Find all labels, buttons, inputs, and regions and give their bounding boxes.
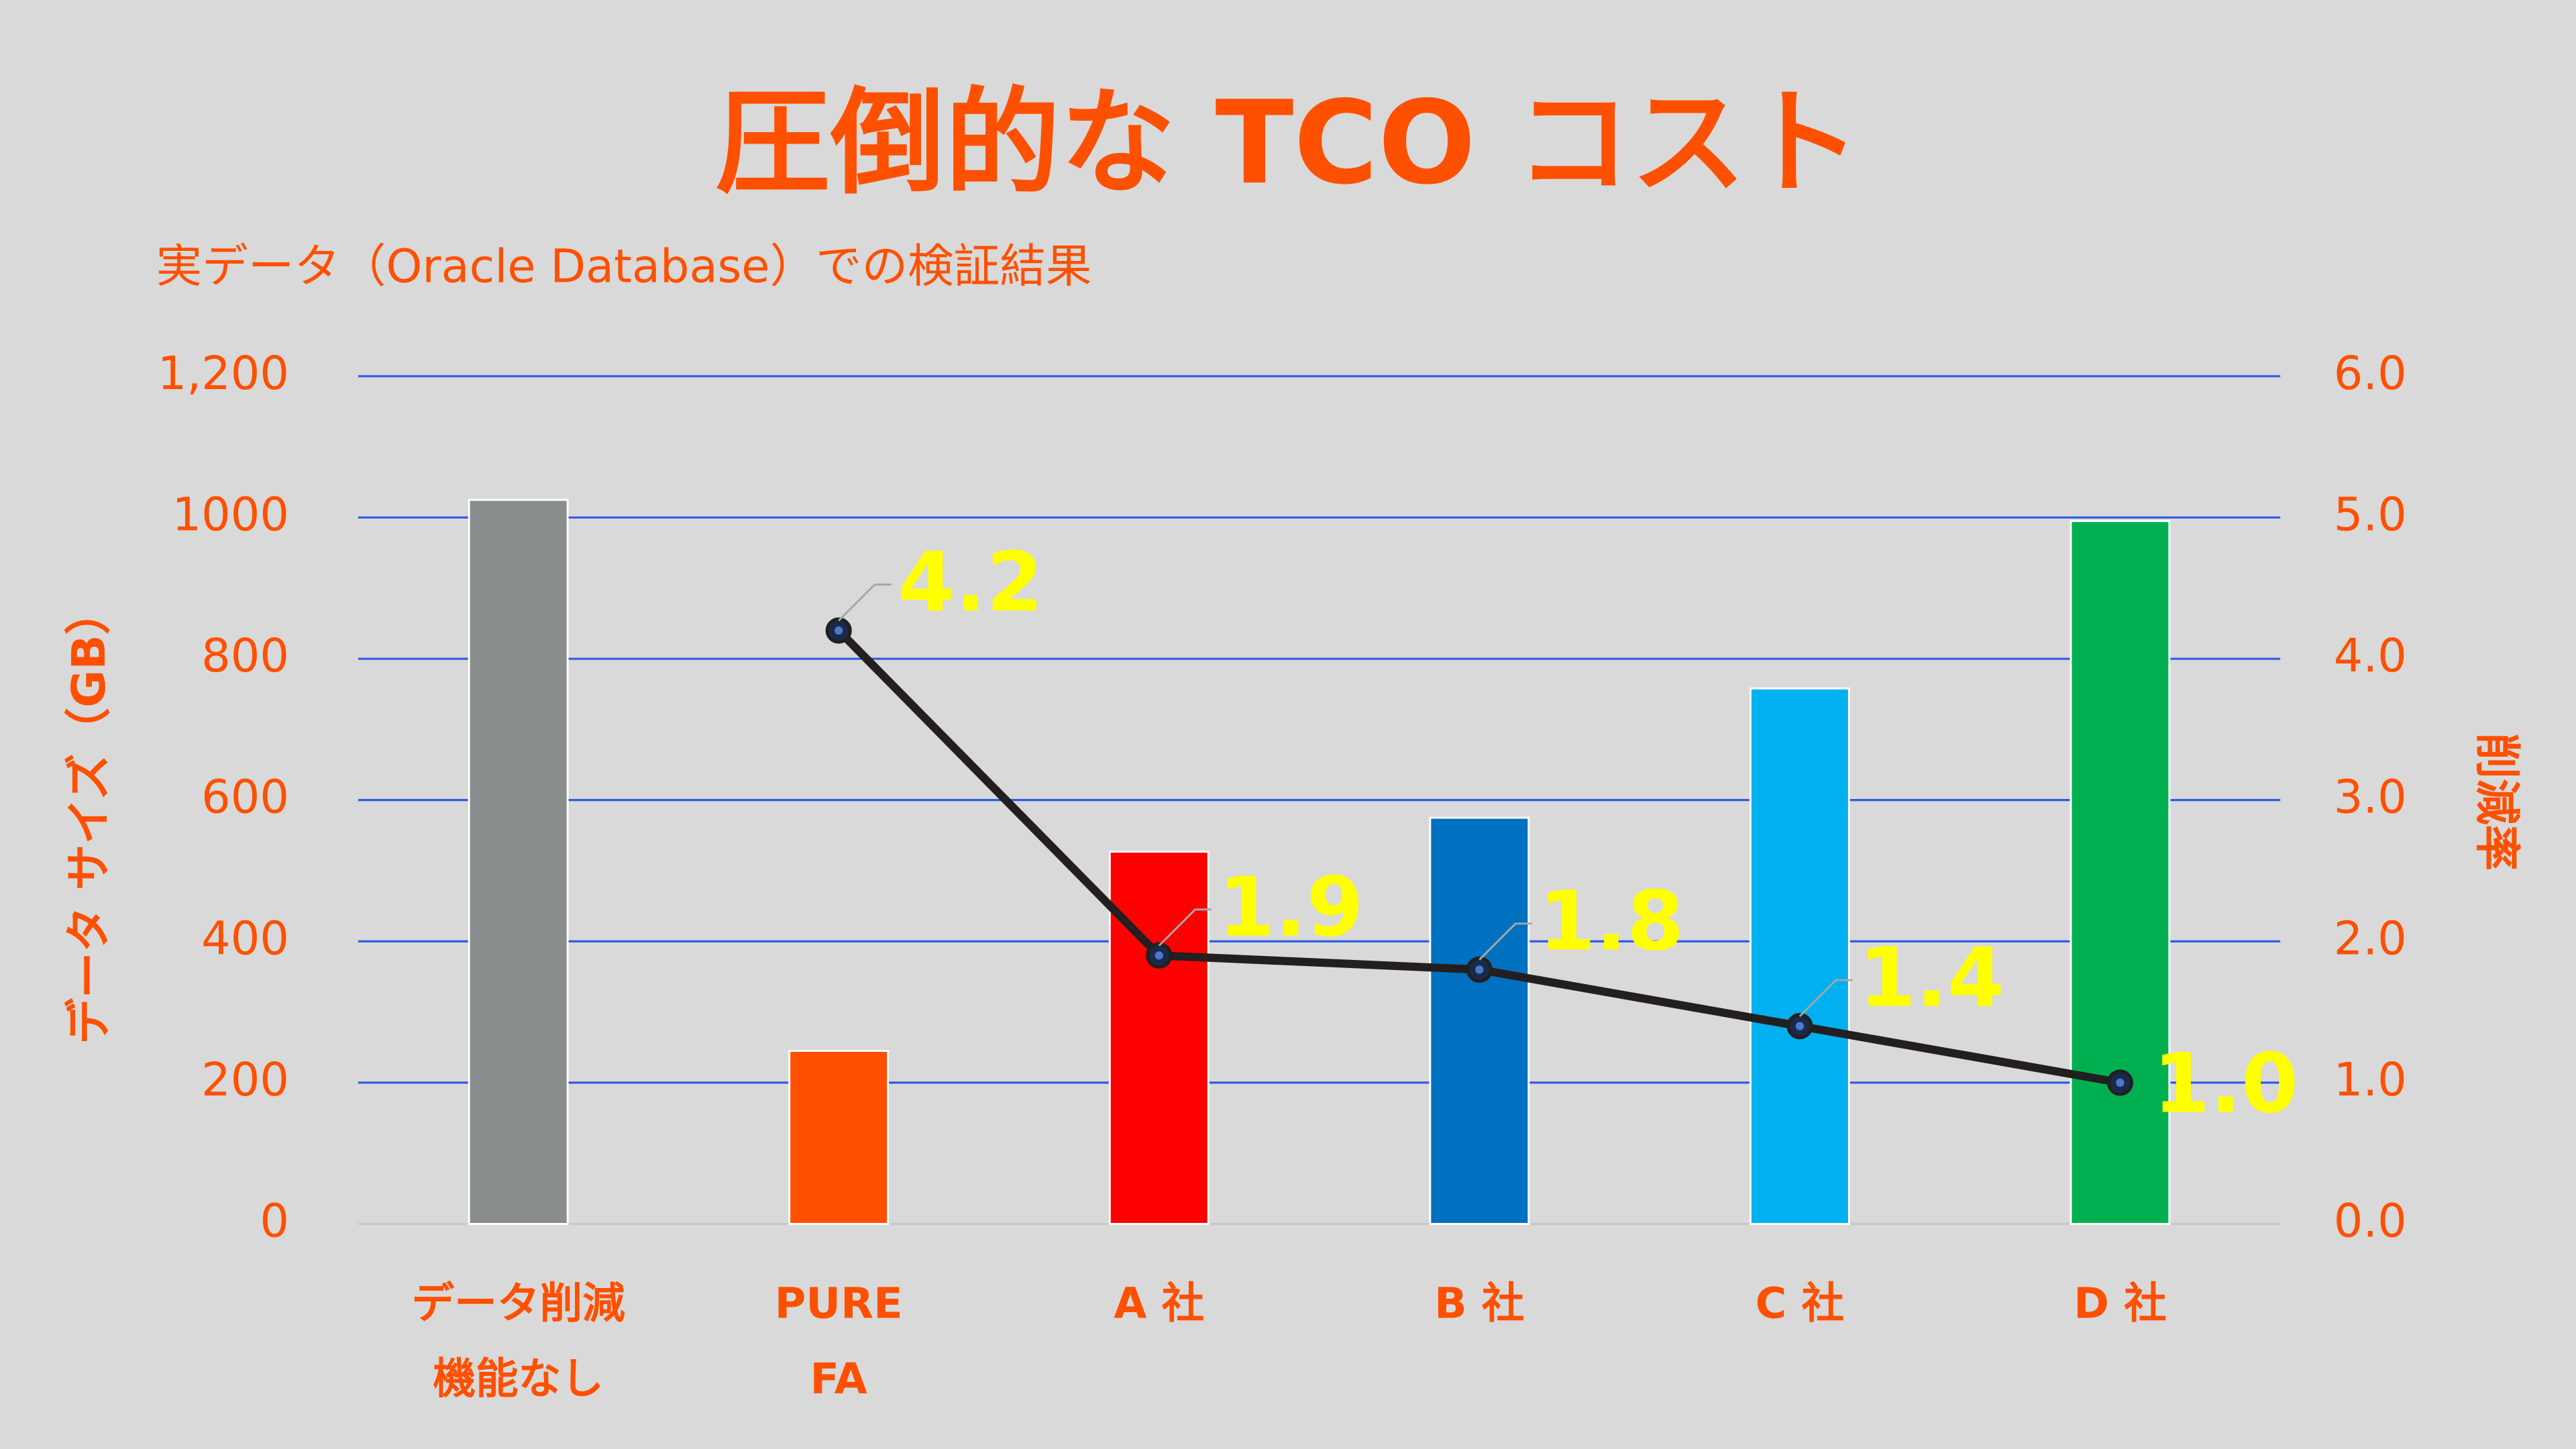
bar xyxy=(1429,816,1530,1225)
x-tick-label: A 社 xyxy=(1114,1279,1204,1329)
x-tick-label: 機能なし xyxy=(433,1354,604,1404)
y-tick-label: 0 xyxy=(260,1195,289,1248)
line-marker-dot xyxy=(835,626,843,635)
y2-tick-label: 1.0 xyxy=(2334,1053,2407,1107)
bar xyxy=(788,1050,890,1225)
leader-line xyxy=(1479,922,1532,961)
line-marker-dot xyxy=(1795,1022,1804,1030)
bar xyxy=(1108,851,1210,1225)
x-tick-label: PURE xyxy=(775,1279,903,1329)
line-marker-dot xyxy=(1155,951,1163,960)
y2-tick-label: 5.0 xyxy=(2334,488,2407,541)
x-tick-label: データ削減 xyxy=(412,1279,626,1329)
x-tick-label: B 社 xyxy=(1434,1279,1524,1329)
data-label: 4.2 xyxy=(898,534,1043,630)
chart-title: 圧倒的な TCO コスト xyxy=(715,76,1861,210)
y-tick-label: 600 xyxy=(201,771,289,824)
line-marker-dot xyxy=(1475,965,1484,974)
data-label: 1.0 xyxy=(2153,1035,2298,1131)
x-tick-label: FA xyxy=(810,1354,867,1404)
y-tick-label: 800 xyxy=(201,629,289,683)
y2-tick-label: 0.0 xyxy=(2334,1195,2407,1248)
y-axis-label: データ サイズ（GB） xyxy=(62,589,116,1044)
y2-tick-label: 3.0 xyxy=(2334,771,2407,824)
leader-line xyxy=(838,583,892,622)
y2-tick-label: 2.0 xyxy=(2334,912,2407,965)
bar xyxy=(468,498,569,1225)
chart-subtitle: 実データ（Oracle Database）での検証結果 xyxy=(156,240,1092,294)
y-tick-label: 1000 xyxy=(172,488,290,541)
leader-line xyxy=(1158,908,1212,947)
x-tick-label: D 社 xyxy=(2074,1279,2167,1329)
y2-tick-label: 6.0 xyxy=(2334,347,2407,400)
bar xyxy=(1749,687,1850,1225)
data-label: 1.8 xyxy=(1538,873,1684,969)
line-marker-dot xyxy=(2116,1078,2125,1087)
data-label: 1.9 xyxy=(1218,859,1364,955)
data-label: 1.4 xyxy=(1859,930,2004,1026)
x-tick-label: C 社 xyxy=(1756,1279,1845,1329)
y2-tick-label: 4.0 xyxy=(2334,629,2407,683)
bar xyxy=(2070,520,2171,1225)
leader-line xyxy=(1799,979,1853,1017)
y-tick-label: 400 xyxy=(201,912,289,965)
y-tick-label: 200 xyxy=(201,1053,289,1107)
y2-axis-label: 削減率 xyxy=(2470,733,2524,871)
y-tick-label: 1,200 xyxy=(158,347,289,400)
